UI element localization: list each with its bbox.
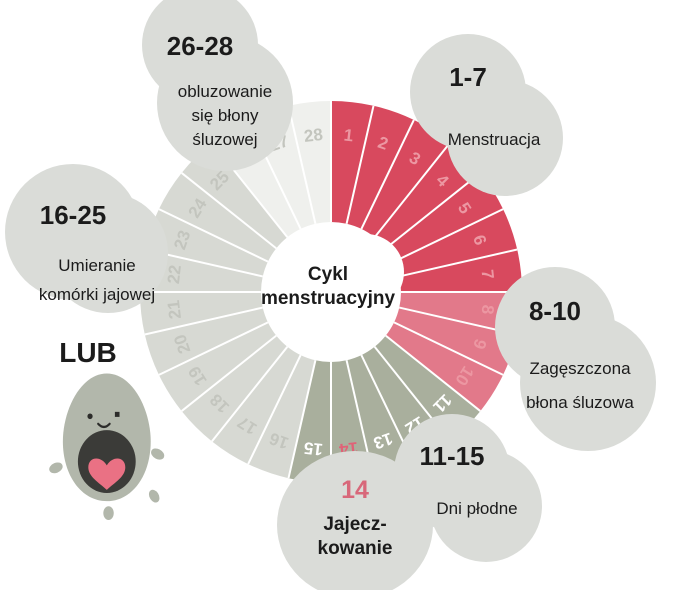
svg-text:15: 15 (303, 438, 324, 459)
svg-text:11-15: 11-15 (419, 441, 484, 471)
svg-text:Dni płodne: Dni płodne (436, 499, 517, 518)
svg-text:16-25: 16-25 (40, 200, 107, 230)
svg-text:Cykl: Cykl (308, 264, 348, 285)
svg-text:kowanie: kowanie (318, 538, 393, 559)
svg-text:Menstruacja: Menstruacja (448, 130, 541, 149)
svg-text:28: 28 (303, 125, 324, 146)
svg-text:Umieranie: Umieranie (58, 256, 135, 275)
svg-text:8-10: 8-10 (529, 296, 581, 326)
svg-text:26-28: 26-28 (167, 31, 234, 61)
svg-text:21: 21 (164, 299, 185, 320)
svg-text:śluzowej: śluzowej (192, 130, 257, 149)
svg-text:LUB: LUB (59, 337, 117, 368)
svg-text:Jajecz-: Jajecz- (323, 514, 386, 535)
svg-text:błona śluzowa: błona śluzowa (526, 393, 634, 412)
svg-text:obluzowanie: obluzowanie (178, 82, 273, 101)
svg-text:14: 14 (341, 476, 369, 504)
svg-text:Zagęszczona: Zagęszczona (529, 359, 631, 378)
svg-text:menstruacyjny: menstruacyjny (261, 288, 396, 309)
svg-text:22: 22 (164, 264, 185, 285)
svg-text:się błony: się błony (191, 106, 259, 125)
svg-text:komórki jajowej: komórki jajowej (39, 285, 155, 304)
svg-text:1-7: 1-7 (449, 62, 487, 92)
